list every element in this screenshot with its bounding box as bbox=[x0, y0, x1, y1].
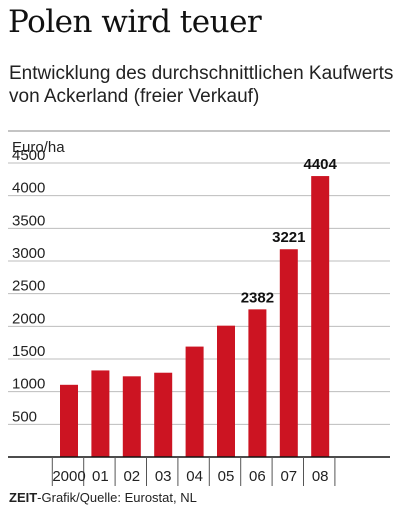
y-tick-label-3500: 3500 bbox=[12, 212, 45, 229]
data-label-08: 4404 bbox=[304, 156, 338, 173]
y-tick-label-500: 500 bbox=[12, 408, 37, 425]
source-brand: ZEIT bbox=[9, 490, 38, 505]
x-tick-label-08: 08 bbox=[312, 468, 329, 485]
source-note: ZEIT-Grafik/Quelle: Eurostat, NL bbox=[9, 490, 197, 505]
x-tick-label-04: 04 bbox=[186, 468, 203, 485]
bar-02 bbox=[122, 376, 141, 457]
x-tick-label-03: 03 bbox=[155, 468, 172, 485]
y-tick-label-2000: 2000 bbox=[12, 310, 45, 327]
chart-subtitle: Entwicklung des durchschnittlichen Kaufw… bbox=[9, 63, 394, 107]
bar-07 bbox=[279, 249, 298, 457]
x-tick-label-01: 01 bbox=[92, 468, 109, 485]
data-label-07: 3221 bbox=[272, 229, 305, 246]
y-tick-label-1000: 1000 bbox=[12, 376, 45, 393]
bar-01 bbox=[91, 370, 110, 457]
y-tick-label-4500: 4500 bbox=[12, 147, 45, 164]
y-axis-unit-label: Euro/ha bbox=[12, 139, 65, 156]
x-tick-label-2000: 2000 bbox=[52, 468, 85, 485]
x-tick-label-05: 05 bbox=[218, 468, 235, 485]
y-tick-label-4000: 4000 bbox=[12, 180, 45, 197]
x-tick-label-06: 06 bbox=[249, 468, 266, 485]
chart-title: Polen wird teuer bbox=[8, 4, 262, 40]
bar-05 bbox=[217, 325, 235, 457]
source-text: -Grafik/Quelle: Eurostat, NL bbox=[37, 490, 197, 505]
data-label-06: 2382 bbox=[241, 289, 274, 306]
bar-2000 bbox=[60, 384, 78, 457]
y-tick-label-2500: 2500 bbox=[12, 278, 45, 295]
bar-06 bbox=[248, 309, 267, 457]
x-tick-label-07: 07 bbox=[280, 468, 297, 485]
bar-08 bbox=[311, 176, 330, 458]
bar-04 bbox=[185, 346, 204, 457]
y-tick-label-3000: 3000 bbox=[12, 245, 45, 262]
y-tick-label-1500: 1500 bbox=[12, 343, 45, 360]
bar-03 bbox=[154, 372, 173, 457]
x-tick-label-02: 02 bbox=[123, 468, 140, 485]
